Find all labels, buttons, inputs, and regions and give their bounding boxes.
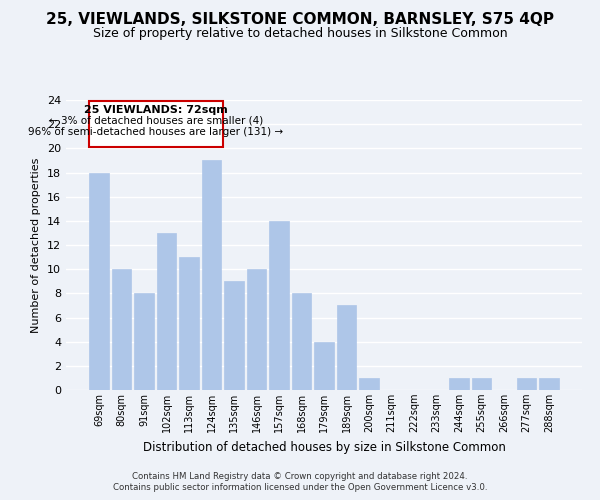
Text: Contains public sector information licensed under the Open Government Licence v3: Contains public sector information licen… (113, 484, 487, 492)
Bar (202, 160, 221, 390)
Bar (292, 294, 311, 390)
Bar (517, 378, 536, 390)
X-axis label: Distribution of detached houses by size in Silkstone Common: Distribution of detached houses by size … (143, 440, 505, 454)
Bar (449, 378, 469, 390)
Bar (337, 306, 356, 390)
Bar (247, 269, 266, 390)
Bar (112, 269, 131, 390)
FancyBboxPatch shape (89, 101, 223, 147)
Bar (224, 281, 244, 390)
Bar (269, 221, 289, 390)
Bar (134, 294, 154, 390)
Text: 25 VIEWLANDS: 72sqm: 25 VIEWLANDS: 72sqm (84, 105, 227, 115)
Text: Size of property relative to detached houses in Silkstone Common: Size of property relative to detached ho… (92, 28, 508, 40)
Bar (539, 378, 559, 390)
Text: 25, VIEWLANDS, SILKSTONE COMMON, BARNSLEY, S75 4QP: 25, VIEWLANDS, SILKSTONE COMMON, BARNSLE… (46, 12, 554, 28)
Y-axis label: Number of detached properties: Number of detached properties (31, 158, 41, 332)
Bar (157, 233, 176, 390)
Text: ← 3% of detached houses are smaller (4): ← 3% of detached houses are smaller (4) (49, 116, 263, 126)
Bar (179, 257, 199, 390)
Bar (89, 172, 109, 390)
Bar (359, 378, 379, 390)
Bar (314, 342, 334, 390)
Bar (472, 378, 491, 390)
Text: Contains HM Land Registry data © Crown copyright and database right 2024.: Contains HM Land Registry data © Crown c… (132, 472, 468, 481)
Text: 96% of semi-detached houses are larger (131) →: 96% of semi-detached houses are larger (… (28, 127, 283, 137)
